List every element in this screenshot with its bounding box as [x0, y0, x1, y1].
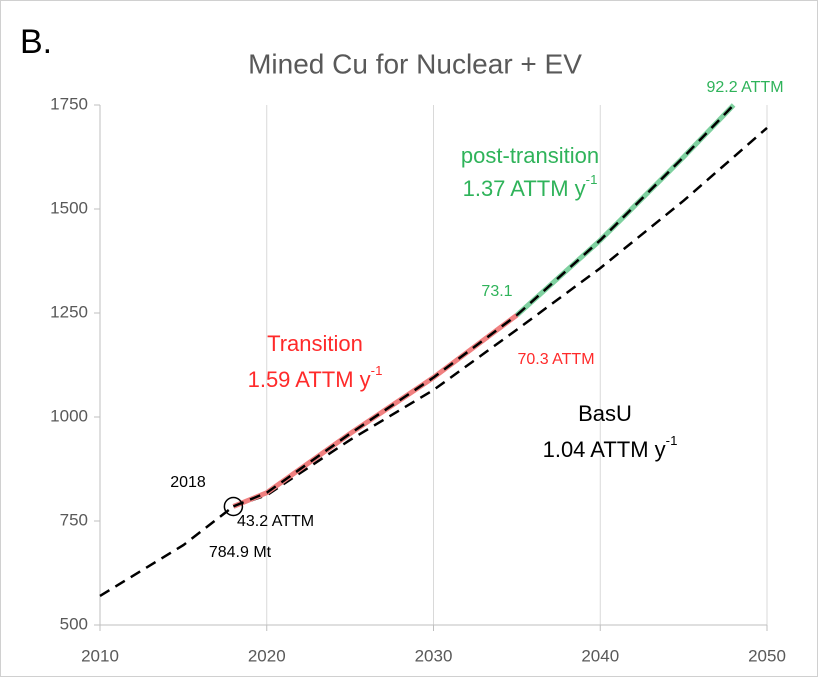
series-line-overlay [232, 314, 518, 508]
annotation-text: 784.9 Mt [209, 544, 272, 561]
x-tick-label: 2050 [748, 646, 786, 665]
annotation-text: 1.59 ATTM y [248, 367, 371, 392]
annotation: post-transition [461, 143, 599, 168]
annotation: 1.04 ATTM y-1 [543, 434, 678, 462]
chart-title: Mined Cu for Nuclear + EV [248, 48, 582, 79]
annotation: 92.2 ATTM [706, 79, 783, 96]
annotation-text: 1.37 ATTM y [463, 176, 586, 201]
annotation-text: 2018 [170, 474, 206, 491]
annotation-text: 92.2 ATTM [706, 79, 783, 96]
annotation-text: 1.04 ATTM y [543, 437, 666, 462]
point-marker [223, 496, 244, 517]
annotation-text: Transition [267, 331, 363, 356]
series-line-overlay [516, 104, 735, 317]
panel-label: B. [20, 23, 52, 61]
annotation: BasU [578, 401, 632, 426]
y-tick-label: 1250 [50, 302, 88, 321]
annotation: Transition [267, 331, 363, 356]
annotation: 1.37 ATTM y-1 [463, 173, 598, 201]
x-tick-label: 2010 [81, 646, 119, 665]
x-tick-label: 2030 [415, 646, 453, 665]
y-tick-label: 1000 [50, 406, 88, 425]
annotation: 2018 [170, 474, 206, 491]
y-tick-label: 1500 [50, 198, 88, 217]
annotation: 70.3 ATTM [517, 351, 594, 368]
annotation: 1.59 ATTM y-1 [248, 364, 383, 392]
y-tick-label: 500 [60, 614, 88, 633]
annotation-superscript: -1 [586, 173, 598, 188]
y-tick-label: 750 [60, 510, 88, 529]
annotation: 73.1 [481, 283, 512, 300]
series-line [99, 126, 768, 597]
annotation: 784.9 Mt [209, 544, 272, 561]
annotation-text: 73.1 [481, 283, 512, 300]
annotation: 43.2 ATTM [237, 513, 314, 530]
annotation-text: 43.2 ATTM [237, 513, 314, 530]
annotation-text: 70.3 ATTM [517, 351, 594, 368]
x-tick-label: 2040 [581, 646, 619, 665]
x-tick-label: 2020 [248, 646, 286, 665]
annotation-superscript: -1 [666, 434, 678, 449]
annotation-text: BasU [578, 401, 632, 426]
y-tick-label: 1750 [50, 94, 88, 113]
annotation-text: post-transition [461, 143, 599, 168]
annotation-superscript: -1 [371, 364, 383, 379]
